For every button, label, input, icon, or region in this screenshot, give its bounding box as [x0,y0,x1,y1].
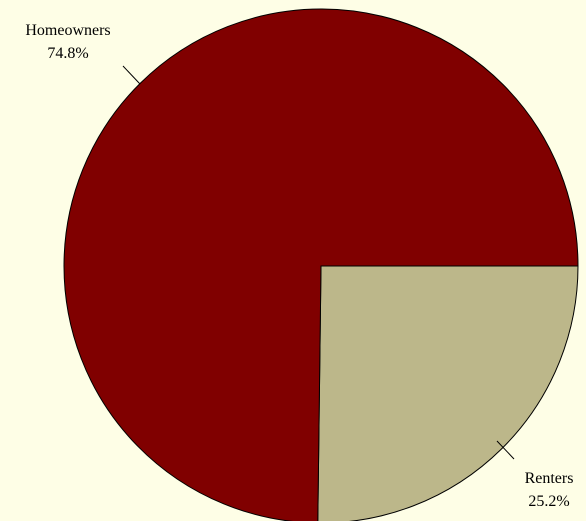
homeowners-leader-line [122,65,141,85]
renters-leader-line [496,440,515,460]
renters-name-label: Renters [525,470,574,487]
homeowners-percent-label: 74.8% [47,45,88,62]
renters-slice [317,265,579,521]
pie-slices [63,8,579,521]
renters-percent-label: 25.2% [528,493,569,510]
homeowners-name-label: Homeowners [25,22,110,39]
homeowners-slice [63,8,579,521]
